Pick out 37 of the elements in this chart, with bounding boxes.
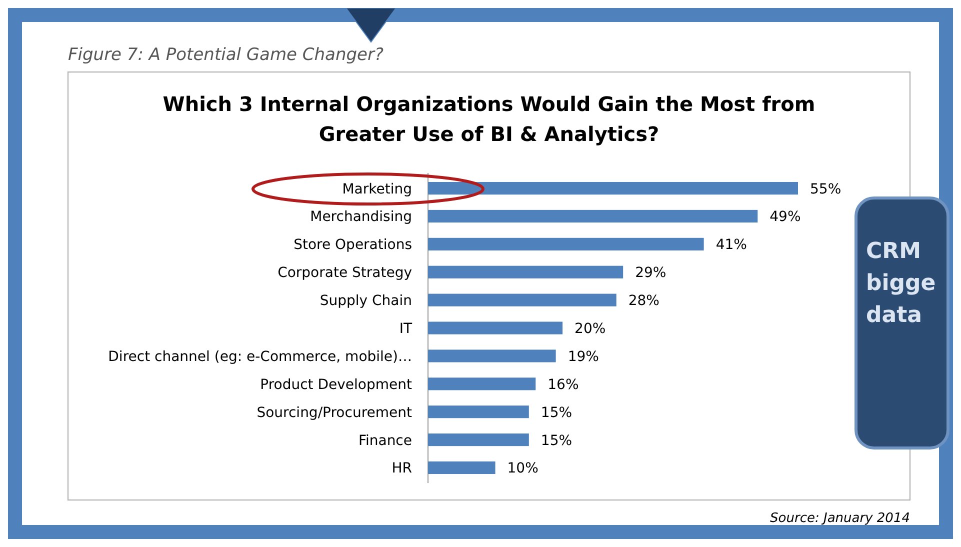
source-note: Source: January 2014 [770, 511, 910, 526]
data-label: 29% [635, 265, 666, 282]
text: CRM bigge data [866, 239, 936, 328]
bar [428, 378, 536, 390]
y-tick-label: HR [392, 460, 412, 477]
y-tick-label: Product Development [260, 376, 413, 393]
y-tick-label: IT [399, 321, 412, 337]
bar [428, 266, 624, 278]
bar [428, 461, 496, 474]
data-label: 19% [568, 348, 599, 365]
y-tick-label: Corporate Strategy [278, 265, 412, 282]
y-tick-label: Merchandising [310, 209, 412, 226]
data-label: 15% [540, 404, 572, 421]
y-tick-label: Marketing [342, 181, 412, 198]
data-label: 28% [628, 293, 660, 310]
y-tick-label: Direct channel (eg: e-Commerce, mobile)… [108, 348, 412, 365]
data-label: 15% [540, 432, 572, 449]
bar [428, 322, 563, 334]
y-tick-label: Sourcing/Procurement [256, 404, 413, 421]
data-label: 41% [716, 237, 747, 254]
data-label: 20% [574, 321, 606, 337]
bar [428, 182, 798, 195]
y-tick-label: Store Operations [294, 237, 412, 254]
bar [428, 294, 616, 306]
data-label: 55% [810, 181, 842, 198]
bar [428, 350, 556, 362]
bar [428, 238, 704, 250]
data-label: 16% [548, 376, 579, 393]
data-label: 49% [770, 209, 801, 226]
y-tick-label: Supply Chain [320, 293, 412, 310]
bar [428, 210, 758, 223]
y-tick-label: Finance [358, 432, 412, 449]
bar [428, 406, 529, 418]
chart-subtitle: Which 3 Internal Organizations Would Gain the Most from Greater Use of BI & Analytics? [162, 92, 816, 146]
text: Figure 7: A Potential Game Changer? [68, 45, 384, 65]
bar [428, 433, 529, 446]
data-label: 10% [507, 460, 538, 477]
